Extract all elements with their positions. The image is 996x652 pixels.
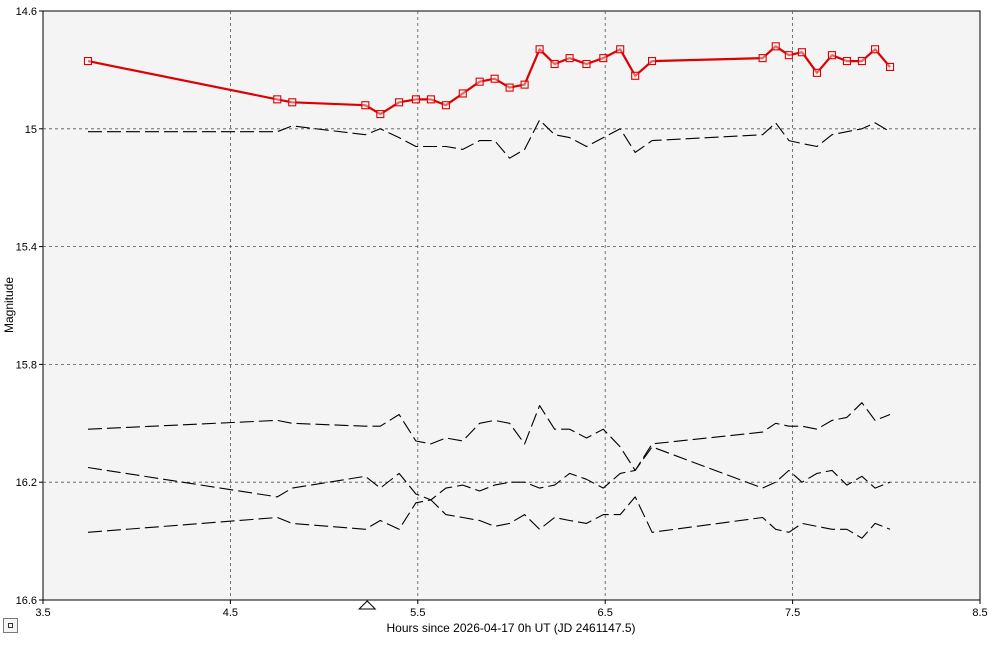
square-icon — [8, 623, 13, 628]
target-data-point — [426, 95, 435, 104]
target-data-point — [441, 101, 450, 110]
target-data-point — [505, 83, 514, 92]
y-tick-label: 15 — [25, 124, 37, 136]
x-tick-label: 8.5 — [972, 607, 987, 619]
target-data-point — [535, 45, 544, 54]
grid — [39, 10, 981, 604]
y-axis-label: Magnitude — [2, 277, 16, 333]
target-data-point — [797, 48, 807, 57]
comparison-series-line — [87, 446, 891, 501]
x-tick-label: 4.5 — [223, 607, 238, 619]
x-tick-label: 6.5 — [598, 607, 613, 619]
target-data-point — [288, 98, 297, 107]
comparison-series-line — [87, 402, 891, 471]
target-data-point — [458, 89, 467, 98]
corner-toggle-button[interactable] — [3, 618, 18, 633]
target-data-point — [565, 54, 574, 63]
target-data-point — [842, 57, 851, 66]
target-data-point — [475, 77, 484, 86]
plot-area — [42, 10, 981, 601]
target-data-point — [490, 74, 499, 83]
x-tick-label: 7.5 — [785, 607, 800, 619]
target-data-point — [647, 57, 657, 66]
y-tick-labels: 14.6 15 15.4 15.8 16.2 16.6 — [16, 6, 37, 607]
target-data-point — [827, 51, 837, 60]
target-data-point — [411, 95, 420, 104]
target-data-point — [812, 68, 822, 77]
target-data-point — [784, 51, 793, 60]
target-data-point — [582, 59, 591, 69]
target-data-point — [871, 45, 880, 54]
target-data-point — [361, 101, 370, 110]
target-data-point — [771, 42, 780, 51]
y-tick-label: 16.6 — [16, 595, 37, 607]
target-data-point — [599, 54, 608, 63]
y-tick-label: 16.2 — [16, 477, 37, 489]
target-data-point — [857, 57, 866, 66]
y-tick-label: 15.4 — [16, 242, 37, 254]
comparison-series — [88, 119, 891, 159]
comparison-series — [87, 402, 891, 471]
target-data-point — [758, 54, 767, 63]
target-data-point — [631, 71, 640, 80]
comparison-series — [87, 446, 891, 501]
target-data-point — [616, 45, 625, 54]
comparison-series — [87, 496, 891, 539]
target-data-point — [550, 59, 559, 69]
x-axis-label: Hours since 2026-04-17 0h UT (JD 2461147… — [386, 621, 635, 635]
comparison-series-line — [88, 119, 891, 159]
x-tick-label: 3.5 — [35, 607, 50, 619]
target-data-point — [885, 62, 895, 72]
target-data-point — [376, 110, 385, 119]
target-series — [83, 42, 895, 119]
target-data-point — [520, 80, 529, 89]
comparison-series-line — [87, 496, 891, 539]
target-data-point — [273, 95, 282, 104]
x-tick-label: 5.5 — [410, 607, 425, 619]
time-marker-icon — [357, 600, 377, 610]
target-data-point — [83, 57, 93, 66]
y-tick-label: 15.8 — [16, 359, 37, 371]
y-tick-label: 14.6 — [16, 6, 37, 18]
x-tick-labels: 3.5 4.5 5.5 6.5 7.5 8.5 — [35, 607, 987, 619]
series-layer — [83, 42, 895, 539]
target-data-point — [395, 98, 404, 107]
